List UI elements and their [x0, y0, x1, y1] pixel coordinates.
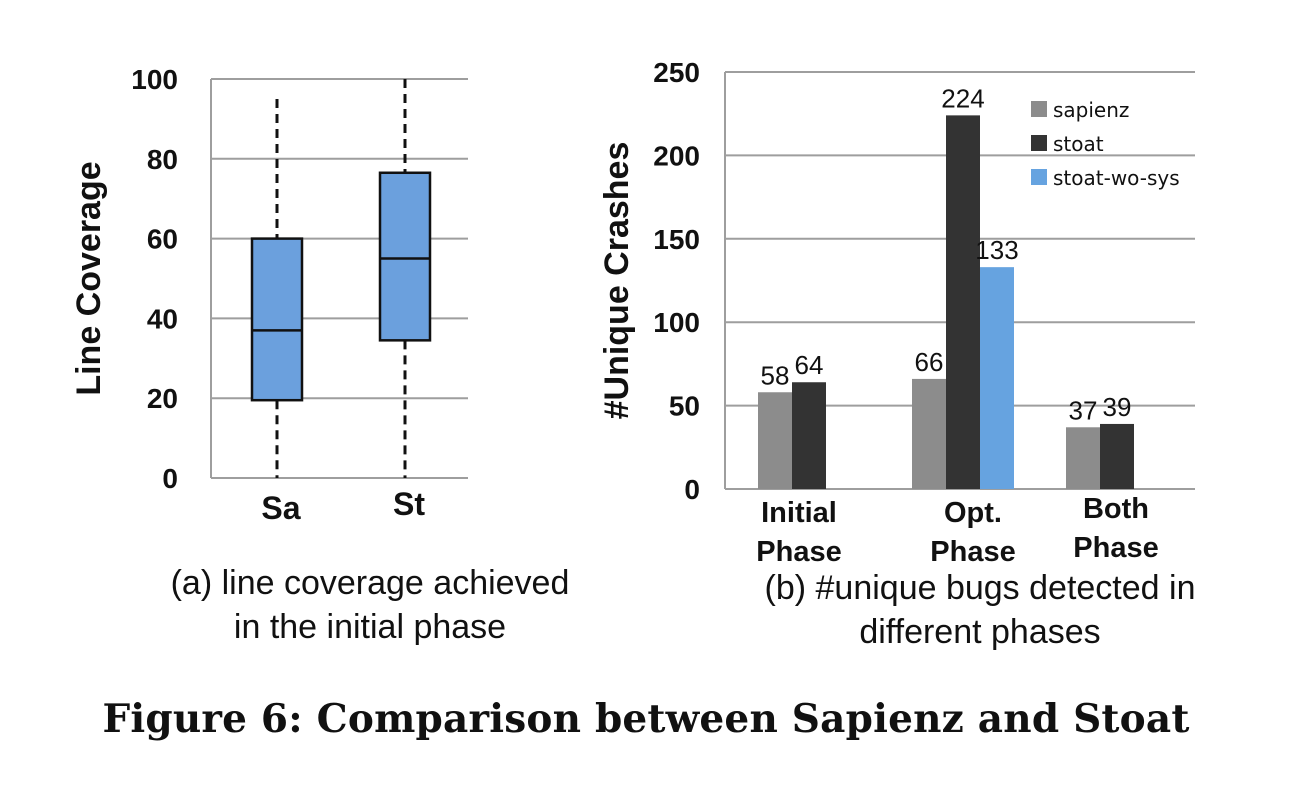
x-tick-label: St [393, 486, 425, 522]
legend-swatch-stoat-wo-sys [1031, 169, 1047, 185]
bar-stoat-wo-sys [980, 267, 1014, 489]
x-tick-label: Opt. [944, 497, 1002, 529]
y-tick-label: 50 [669, 391, 700, 422]
data-label: 39 [1103, 392, 1132, 422]
caption-b: (b) #unique bugs detected in different p… [700, 566, 1260, 654]
data-label: 58 [761, 360, 790, 390]
y-axis-title: #Unique Crashes [598, 142, 636, 420]
caption-b-line-1: (b) #unique bugs detected in [764, 569, 1196, 607]
x-tick-label: Both [1083, 493, 1149, 525]
x-tick-label: Initial [761, 497, 837, 529]
legend-label: sapienz [1053, 98, 1129, 122]
y-tick-label: 100 [653, 307, 700, 338]
bar-sapienz [758, 392, 792, 489]
bar-chart-unique-crashes: 0 50 100 150 200 250 #Unique Crashes 58 64 Initia… [598, 57, 1195, 568]
x-tick-label: Phase [1073, 532, 1158, 564]
caption-a-line-2: in the initial phase [233, 608, 507, 646]
y-tick-label: 60 [147, 224, 178, 255]
data-label: 66 [915, 347, 944, 377]
y-tick-label: 0 [162, 463, 178, 494]
legend-swatch-stoat [1031, 135, 1047, 151]
bar-stoat [1100, 423, 1134, 489]
y-tick-label: 20 [147, 383, 178, 414]
y-tick-label: 0 [684, 474, 700, 505]
caption-b-line-2: different phases [859, 613, 1101, 651]
bar-sapienz [1066, 427, 1100, 489]
legend-label: stoat-wo-sys [1053, 166, 1180, 190]
box-plot-line-coverage: 0 20 40 60 80 100 Line Coverage Sa St [70, 64, 468, 526]
y-tick-label: 250 [653, 57, 700, 88]
bar-sapienz [912, 378, 946, 489]
legend-label: stoat [1053, 132, 1104, 156]
y-tick-label: 40 [147, 303, 178, 334]
y-tick-label: 150 [653, 224, 700, 255]
bar-stoat [792, 382, 826, 489]
y-tick-label: 80 [147, 144, 178, 175]
bar-stoat [946, 115, 980, 490]
data-label: 224 [941, 83, 984, 113]
box-Sa [250, 237, 304, 402]
caption-a-line-1: (a) line coverage achieved [170, 564, 570, 602]
legend-swatch-sapienz [1031, 101, 1047, 117]
data-label: 37 [1069, 395, 1098, 425]
y-tick-label: 100 [131, 64, 178, 95]
box-St [378, 171, 432, 342]
y-axis-title: Line Coverage [70, 161, 108, 395]
caption-a: (a) line coverage achieved in the initia… [80, 561, 660, 649]
data-label: 133 [975, 235, 1018, 265]
x-tick-label: Phase [930, 536, 1015, 568]
x-tick-label: Phase [756, 536, 841, 568]
figure-title: Figure 6: Comparison between Sapienz and… [102, 696, 1190, 742]
data-label: 64 [795, 350, 824, 380]
y-tick-label: 200 [653, 140, 700, 171]
x-tick-label: Sa [261, 490, 300, 526]
